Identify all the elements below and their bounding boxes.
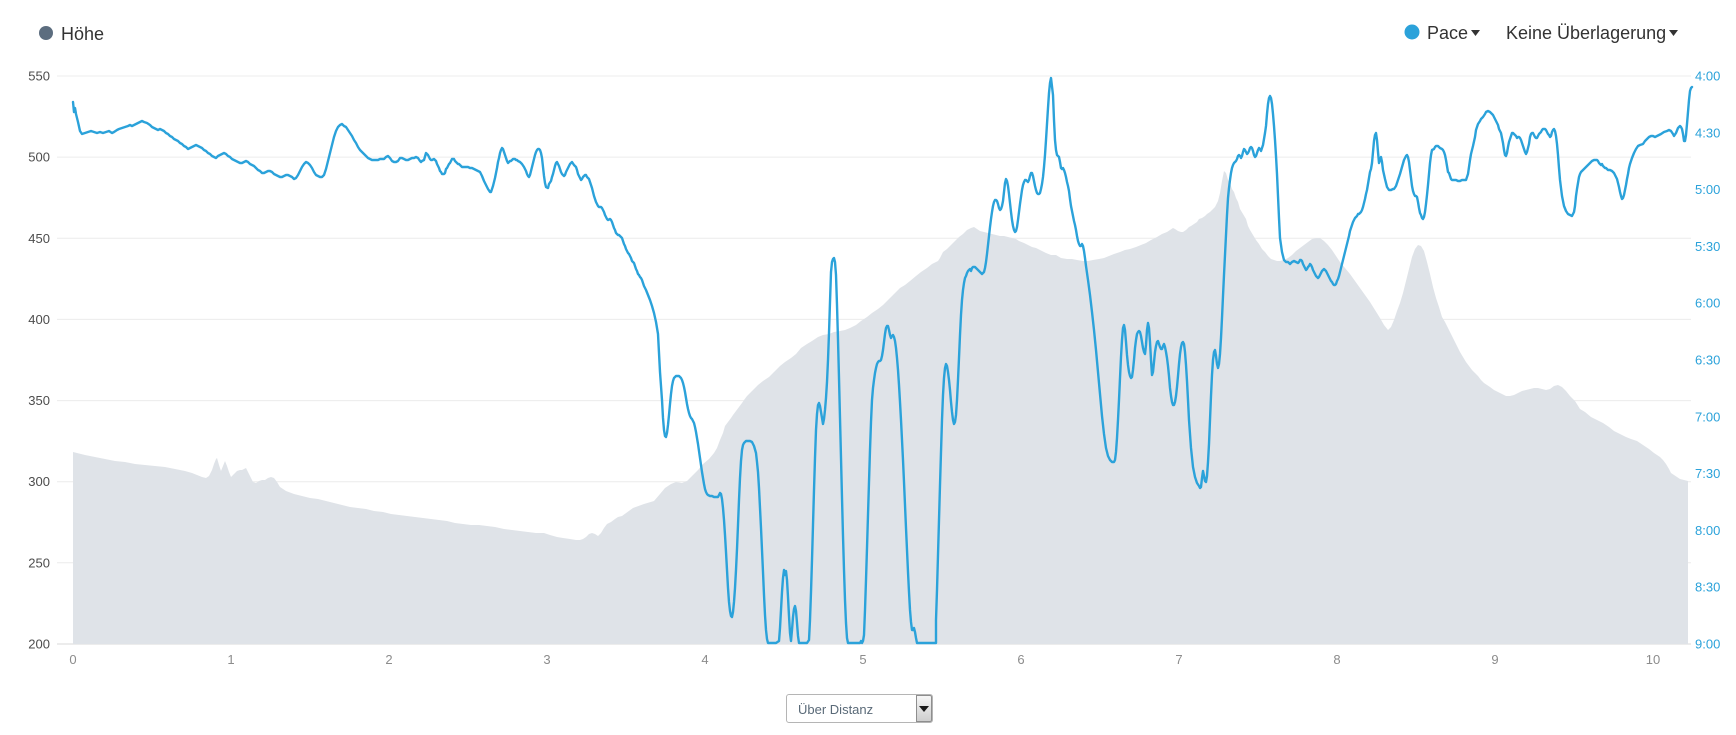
svg-text:9: 9 bbox=[1491, 652, 1498, 667]
svg-text:350: 350 bbox=[28, 393, 50, 408]
svg-text:8:30: 8:30 bbox=[1695, 580, 1720, 595]
svg-text:8: 8 bbox=[1333, 652, 1340, 667]
svg-text:250: 250 bbox=[28, 555, 50, 570]
svg-text:1: 1 bbox=[227, 652, 234, 667]
svg-text:7: 7 bbox=[1175, 652, 1182, 667]
svg-text:Keine Überlagerung: Keine Überlagerung bbox=[1506, 23, 1666, 43]
svg-text:5: 5 bbox=[859, 652, 866, 667]
svg-text:8:00: 8:00 bbox=[1695, 523, 1720, 538]
svg-text:0: 0 bbox=[69, 652, 76, 667]
svg-text:4: 4 bbox=[701, 652, 708, 667]
svg-text:6:30: 6:30 bbox=[1695, 353, 1720, 368]
svg-text:4:00: 4:00 bbox=[1695, 69, 1720, 84]
svg-text:6:00: 6:00 bbox=[1695, 296, 1720, 311]
svg-text:Höhe: Höhe bbox=[61, 24, 104, 44]
svg-text:200: 200 bbox=[28, 637, 50, 652]
svg-text:2: 2 bbox=[385, 652, 392, 667]
svg-text:550: 550 bbox=[28, 69, 50, 84]
svg-text:7:00: 7:00 bbox=[1695, 409, 1720, 424]
svg-text:450: 450 bbox=[28, 231, 50, 246]
svg-text:3: 3 bbox=[543, 652, 550, 667]
svg-text:300: 300 bbox=[28, 474, 50, 489]
svg-text:5:30: 5:30 bbox=[1695, 239, 1720, 254]
svg-text:400: 400 bbox=[28, 312, 50, 327]
svg-text:10: 10 bbox=[1646, 652, 1660, 667]
svg-text:7:30: 7:30 bbox=[1695, 466, 1720, 481]
svg-text:Pace: Pace bbox=[1427, 23, 1468, 43]
svg-text:5:00: 5:00 bbox=[1695, 182, 1720, 197]
svg-text:500: 500 bbox=[28, 150, 50, 165]
svg-text:4:30: 4:30 bbox=[1695, 125, 1720, 140]
svg-text:9:00: 9:00 bbox=[1695, 637, 1720, 652]
svg-text:6: 6 bbox=[1017, 652, 1024, 667]
